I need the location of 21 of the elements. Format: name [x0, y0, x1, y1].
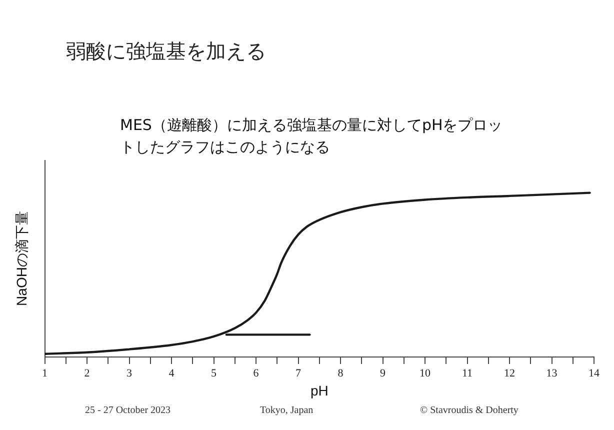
chart-subtitle: MES（遊離酸）に加える強塩基の量に対してpHをプロットしたグラフはこのようになる	[120, 115, 504, 158]
x-tick-label: 13	[546, 367, 558, 380]
x-tick-label: 4	[168, 367, 175, 380]
text: 25 - 27 October 2023	[85, 405, 171, 416]
x-axis-title: pH	[310, 382, 328, 398]
text: © Stavroudis & Doherty	[420, 405, 518, 416]
x-tick-label: 12	[504, 367, 516, 380]
x-tick-label: 1	[42, 367, 48, 380]
x-tick-label: 10	[420, 367, 432, 380]
x-tick-label: 5	[211, 367, 218, 380]
x-tick-label: 2	[84, 367, 90, 380]
x-tick-label: 7	[296, 367, 302, 380]
x-tick-label: 14	[588, 367, 600, 380]
chart-title: 弱酸に強塩基を加える	[66, 38, 266, 65]
text: Tokyo, Japan	[260, 405, 314, 416]
x-tick-label: 11	[462, 367, 473, 380]
x-tick-label: 9	[380, 367, 386, 380]
x-tick-label: 8	[338, 367, 344, 380]
y-axis-title: NaOHの滴下量	[13, 211, 30, 306]
x-tick-label: 3	[126, 367, 133, 380]
x-tick-label: 6	[253, 367, 260, 380]
